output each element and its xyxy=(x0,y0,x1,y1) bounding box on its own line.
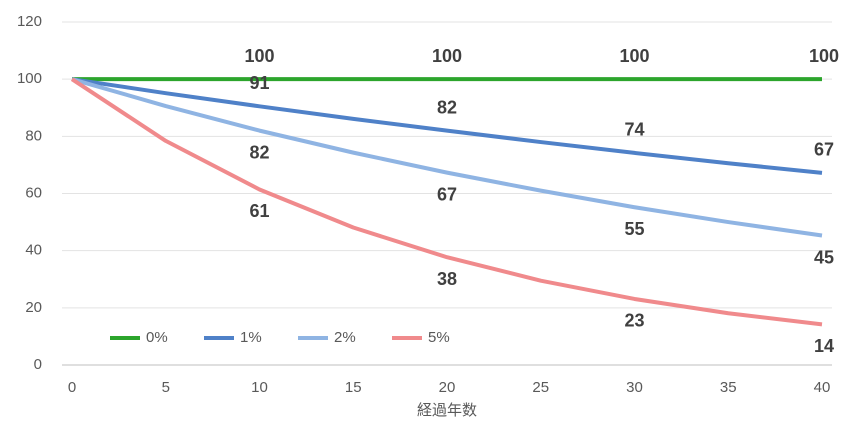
legend-label: 5% xyxy=(428,329,450,346)
data-label: 74 xyxy=(624,120,644,140)
x-tick-label: 40 xyxy=(814,379,831,396)
y-tick-label: 80 xyxy=(25,127,42,144)
data-label: 82 xyxy=(249,142,269,162)
x-tick-label: 25 xyxy=(532,379,549,396)
x-tick-label: 20 xyxy=(439,379,456,396)
y-tick-label: 100 xyxy=(17,70,42,87)
data-label: 23 xyxy=(624,311,644,331)
series-line xyxy=(71,77,823,175)
data-label: 100 xyxy=(809,46,839,66)
y-tick-label: 20 xyxy=(25,299,42,316)
data-label: 82 xyxy=(437,97,457,117)
data-label: 14 xyxy=(814,336,834,356)
data-label: 91 xyxy=(249,73,269,93)
series-line xyxy=(71,77,823,238)
x-tick-label: 10 xyxy=(251,379,268,396)
y-tick-label: 0 xyxy=(34,356,42,373)
y-tick-label: 40 xyxy=(25,242,42,259)
x-tick-label: 15 xyxy=(345,379,362,396)
data-label: 100 xyxy=(432,46,462,66)
x-tick-label: 0 xyxy=(68,379,76,396)
series-line xyxy=(70,77,823,327)
legend-label: 0% xyxy=(146,329,168,346)
data-label: 67 xyxy=(814,140,834,160)
data-label: 55 xyxy=(624,219,644,239)
x-tick-label: 30 xyxy=(626,379,643,396)
data-label: 67 xyxy=(437,184,457,204)
data-label: 100 xyxy=(244,46,274,66)
data-label: 100 xyxy=(619,46,649,66)
legend-label: 1% xyxy=(240,329,262,346)
data-label: 38 xyxy=(437,269,457,289)
x-tick-label: 5 xyxy=(162,379,170,396)
data-label: 61 xyxy=(249,201,269,221)
y-tick-label: 120 xyxy=(17,13,42,30)
y-tick-label: 60 xyxy=(25,184,42,201)
legend-label: 2% xyxy=(334,329,356,346)
data-label: 45 xyxy=(814,247,834,267)
x-axis-label: 経過年数 xyxy=(417,402,477,419)
x-tick-label: 35 xyxy=(720,379,737,396)
